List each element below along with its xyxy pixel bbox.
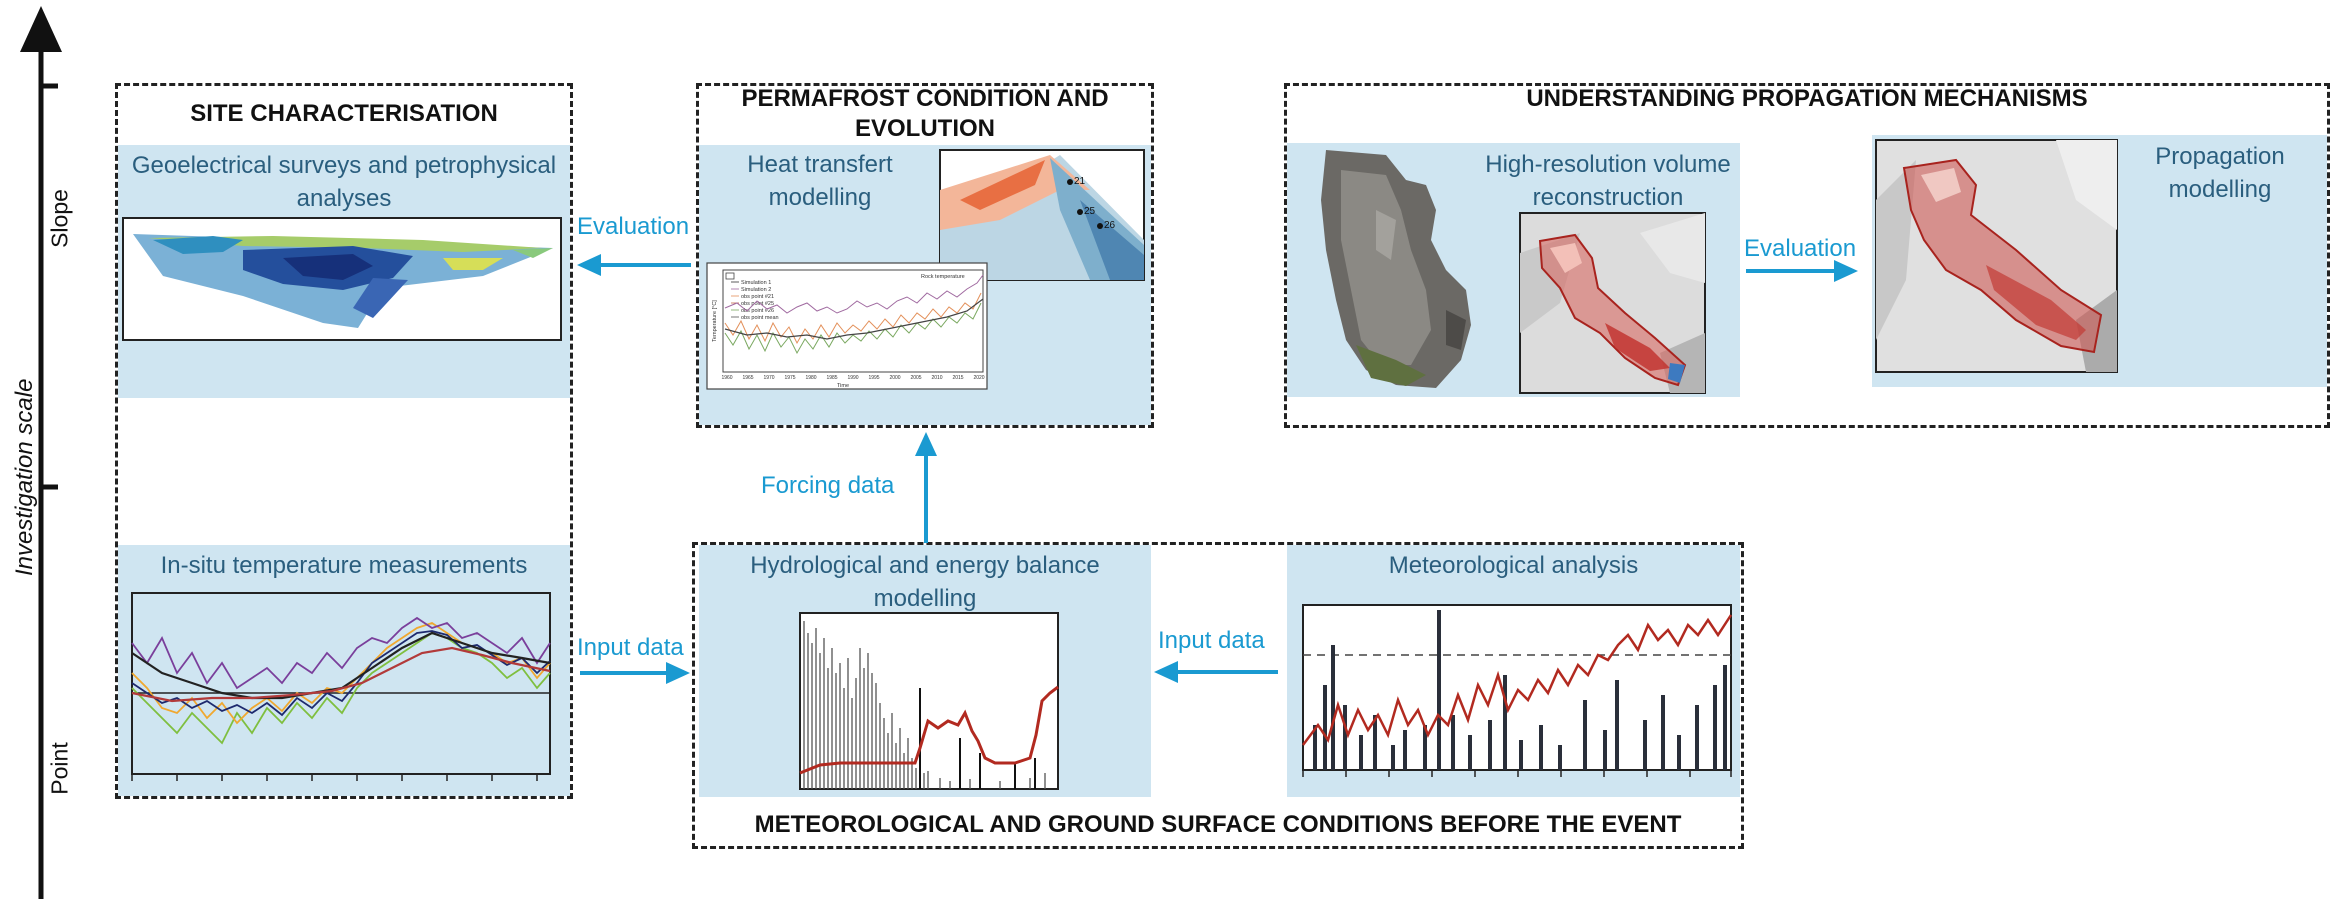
permafrost-title: PERMAFROST CONDITION AND EVOLUTION	[741, 85, 1109, 142]
input-data-label-left: Input data	[577, 634, 684, 661]
heat-x-tick: 1960	[721, 375, 732, 381]
heat-transfer-title: Heat transfert modelling	[747, 151, 893, 211]
heat-x-tick: 1970	[763, 375, 774, 381]
heat-x-tick: 2000	[889, 375, 900, 381]
propagation-map-image	[1875, 139, 2118, 373]
heat-x-tick: 1990	[847, 375, 858, 381]
heat-legend-entry: obs point #25	[741, 301, 774, 307]
heat-legend-entry: Simulation 2	[741, 287, 771, 293]
heat-simulation-chart: Simulation 1 Simulation 2 obs point #21 …	[706, 262, 988, 390]
site-characterisation-title: SITE CHARACTERISATION	[190, 100, 498, 127]
heat-legend-entry: Simulation 1	[741, 280, 771, 286]
hydro-balance-chart	[799, 612, 1059, 790]
hydro-title: Hydrological and energy balance modellin…	[750, 552, 1100, 612]
propagation-title: UNDERSTANDING PROPAGATION MECHANISMS	[1526, 85, 2088, 112]
axis-level-point: Point	[46, 742, 73, 795]
geoelectrical-title: Geoelectrical surveys and petrophysical …	[131, 152, 557, 212]
peak-point-label: 21	[1074, 176, 1086, 187]
heat-corner-label: Rock temperature	[921, 274, 965, 280]
meteo-conditions-box	[692, 542, 1744, 849]
heat-x-tick: 2010	[931, 375, 942, 381]
heat-x-tick: 1985	[826, 375, 837, 381]
site-characterisation-box	[115, 83, 573, 799]
forcing-data-arrow	[915, 432, 937, 543]
insitu-temperature-chart	[131, 592, 551, 781]
evaluation-label-left: Evaluation	[577, 213, 690, 240]
heat-x-tick: 1980	[805, 375, 816, 381]
meteo-analysis-chart	[1302, 604, 1733, 777]
heat-x-tick: 1965	[742, 375, 753, 381]
evaluation-arrow-right	[1746, 260, 1858, 282]
heat-x-tick: 2015	[952, 375, 963, 381]
meteo-analysis-title: Meteorological analysis	[1388, 552, 1639, 579]
permafrost-box	[696, 83, 1154, 428]
heat-x-tick: 1995	[868, 375, 879, 381]
volume-reconstruction-image	[1519, 212, 1706, 394]
input-data-arrow-right	[1154, 661, 1278, 683]
meteo-conditions-title: METEOROLOGICAL AND GROUND SURFACE CONDIT…	[754, 811, 1682, 838]
insitu-title: In-situ temperature measurements	[160, 552, 528, 579]
investigation-axis	[20, 6, 62, 899]
heat-legend-entry: obs point #26	[741, 308, 774, 314]
input-data-label-right: Input data	[1158, 627, 1265, 654]
heat-x-tick: 1975	[784, 375, 795, 381]
peak-point-label: 25	[1084, 206, 1096, 217]
evaluation-label-right: Evaluation	[1744, 235, 1857, 262]
heat-x-tick: 2005	[910, 375, 921, 381]
peak-cross-section-image: 21 25 26	[939, 149, 1145, 281]
forcing-data-label: Forcing data	[761, 472, 895, 499]
propagation-box	[1284, 83, 2330, 428]
axis-level-slope: Slope	[46, 189, 73, 248]
propagation-modelling-title: Propagation modelling	[2155, 143, 2285, 203]
heat-y-axis-label: Temperature [°C]	[712, 300, 718, 342]
resistivity-section-image	[122, 217, 562, 341]
heat-legend-entry: obs point mean	[741, 315, 779, 321]
peak-point-label: 26	[1104, 220, 1116, 231]
heat-x-axis-label: Time	[837, 383, 849, 389]
heat-x-tick: 2020	[973, 375, 984, 381]
evaluation-arrow-left	[577, 254, 691, 276]
input-data-arrow-left	[580, 662, 690, 684]
heat-legend-entry: obs point #21	[741, 294, 774, 300]
rock-scan-image	[1321, 150, 1471, 388]
high-res-title: High-resolution volume reconstruction	[1485, 151, 1731, 211]
axis-label: Investigation scale	[11, 378, 38, 576]
